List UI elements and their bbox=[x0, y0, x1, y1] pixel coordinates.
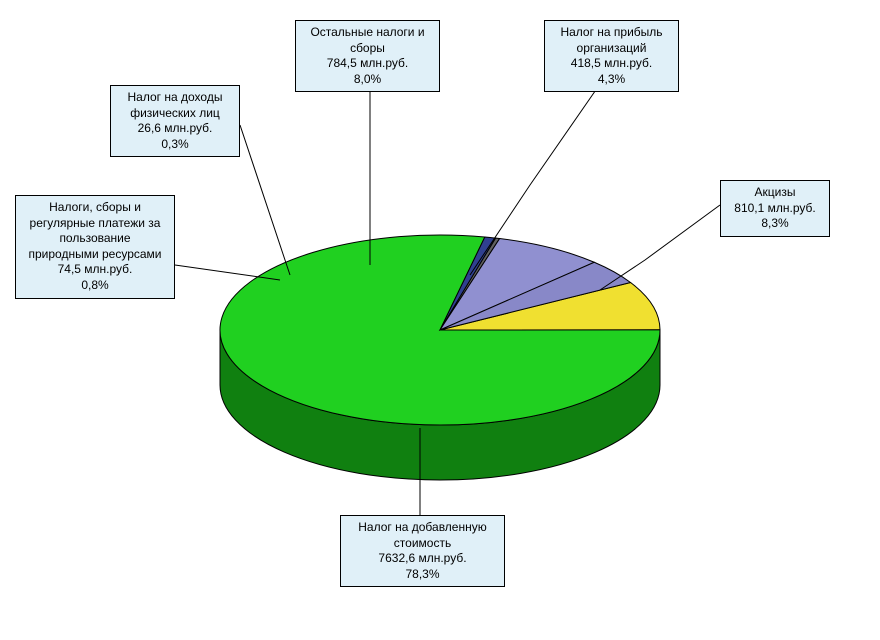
label-line: природными ресурсами bbox=[24, 247, 166, 263]
label-line: Налог на прибыль bbox=[553, 25, 670, 41]
label-line: физических лиц bbox=[119, 106, 231, 122]
label-profit: Налог на прибыльорганизаций418,5 млн.руб… bbox=[544, 20, 679, 92]
label-line: Остальные налоги и bbox=[304, 25, 431, 41]
label-line: 418,5 млн.руб. bbox=[553, 56, 670, 72]
label-other: Остальные налоги исборы784,5 млн.руб.8,0… bbox=[295, 20, 440, 92]
label-excise: Акцизы810,1 млн.руб.8,3% bbox=[720, 180, 830, 237]
label-line: сборы bbox=[304, 41, 431, 57]
label-line: регулярные платежи за bbox=[24, 216, 166, 232]
label-line: пользование bbox=[24, 231, 166, 247]
label-line: 810,1 млн.руб. bbox=[729, 201, 821, 217]
label-line: 78,3% bbox=[349, 567, 496, 583]
label-line: Налог на доходы bbox=[119, 90, 231, 106]
label-line: стоимость bbox=[349, 536, 496, 552]
label-line: 26,6 млн.руб. bbox=[119, 121, 231, 137]
label-line: Акцизы bbox=[729, 185, 821, 201]
pie-chart-3d: Налог на прибыльорганизаций418,5 млн.руб… bbox=[0, 0, 880, 640]
label-line: 8,0% bbox=[304, 72, 431, 88]
label-line: 0,8% bbox=[24, 278, 166, 294]
label-line: организаций bbox=[553, 41, 670, 57]
label-resources: Налоги, сборы ирегулярные платежи заполь… bbox=[15, 195, 175, 299]
label-vat: Налог на добавленнуюстоимость7632,6 млн.… bbox=[340, 515, 505, 587]
label-line: Налог на добавленную bbox=[349, 520, 496, 536]
label-line: Налоги, сборы и bbox=[24, 200, 166, 216]
label-line: 784,5 млн.руб. bbox=[304, 56, 431, 72]
label-line: 74,5 млн.руб. bbox=[24, 262, 166, 278]
label-line: 4,3% bbox=[553, 72, 670, 88]
label-line: 0,3% bbox=[119, 137, 231, 153]
label-personal: Налог на доходыфизических лиц26,6 млн.ру… bbox=[110, 85, 240, 157]
label-line: 8,3% bbox=[729, 216, 821, 232]
label-line: 7632,6 млн.руб. bbox=[349, 551, 496, 567]
